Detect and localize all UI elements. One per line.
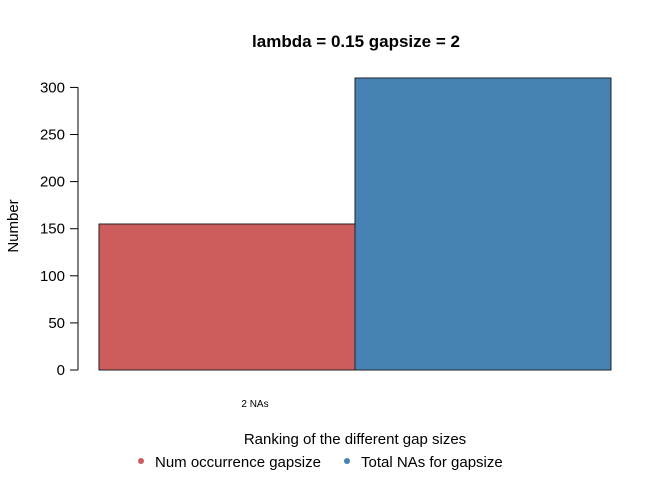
category-label: 2 NAs bbox=[241, 399, 268, 410]
y-tick-label: 150 bbox=[40, 221, 65, 238]
bar-total-nas-for-gapsize bbox=[354, 77, 612, 371]
legend: Num occurrence gapsize Total NAs for gaps… bbox=[138, 454, 503, 471]
y-axis-title: Number bbox=[5, 199, 22, 252]
legend-marker bbox=[344, 458, 350, 464]
chart-title: lambda = 0.15 gapsize = 2 bbox=[252, 32, 460, 51]
y-axis: 0 50 100 150 200 250 300 bbox=[40, 79, 79, 379]
legend-label: Total NAs for gapsize bbox=[361, 454, 503, 471]
y-tick-label: 250 bbox=[40, 127, 65, 144]
y-tick-label: 300 bbox=[40, 79, 65, 96]
bars-group bbox=[98, 77, 612, 371]
x-axis-title: Ranking of the different gap sizes bbox=[244, 431, 466, 448]
bar-num-occurrence-gapsize bbox=[98, 223, 356, 371]
legend-label: Num occurrence gapsize bbox=[155, 454, 321, 471]
y-tick-label: 200 bbox=[40, 174, 65, 191]
y-tick-label: 0 bbox=[57, 362, 65, 379]
category-labels: 2 NAs bbox=[241, 399, 268, 410]
y-tick-label: 100 bbox=[40, 268, 65, 285]
legend-marker bbox=[138, 458, 144, 464]
y-tick-label: 50 bbox=[48, 315, 65, 332]
